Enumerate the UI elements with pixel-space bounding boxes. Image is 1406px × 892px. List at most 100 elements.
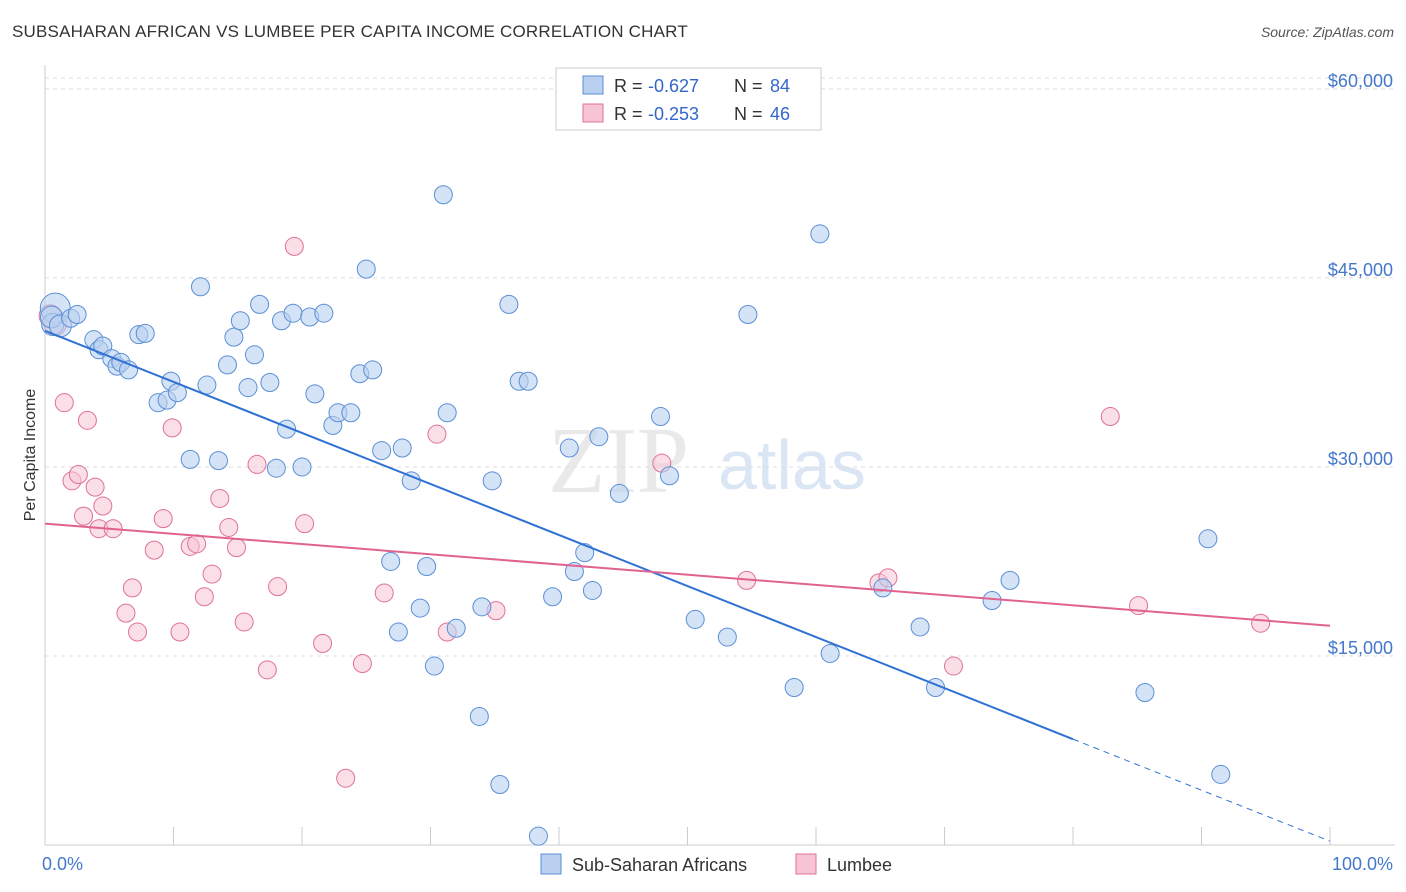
- lumbee-point: [268, 577, 288, 597]
- sub-saharan-points: [39, 185, 1231, 846]
- sub-saharan-point: [392, 438, 412, 458]
- series-legend: Sub-Saharan Africans Lumbee: [540, 853, 892, 875]
- sub-saharan-point: [283, 303, 303, 323]
- lumbee-point: [284, 236, 304, 256]
- sub-saharan-point: [490, 775, 510, 795]
- lumbee-point: [336, 768, 356, 788]
- sub-saharan-point: [250, 294, 270, 314]
- legend-swatch-blue: [582, 75, 604, 95]
- sub-saharan-point: [660, 466, 680, 486]
- lumbee-point: [943, 656, 963, 676]
- lumbee-point: [352, 654, 372, 674]
- sub-saharan-point: [197, 375, 217, 395]
- axes: [44, 65, 1395, 846]
- sub-saharan-point: [582, 580, 602, 600]
- sub-saharan-point: [589, 427, 609, 447]
- y-tick-label: $45,000: [1328, 260, 1393, 280]
- x-tick-label: 100.0%: [1332, 854, 1393, 874]
- trend-lines: [44, 329, 1331, 842]
- source-label: Source: ZipAtlas.com: [1260, 24, 1394, 40]
- y-tick-label: $15,000: [1328, 638, 1393, 658]
- sub-saharan-point: [518, 371, 538, 391]
- lumbee-point: [295, 514, 315, 534]
- sub-saharan-point: [609, 483, 629, 503]
- legend-n-label: N =: [734, 76, 763, 96]
- sub-saharan-point: [446, 618, 466, 638]
- sub-saharan-point: [1000, 570, 1020, 590]
- sub-saharan-point: [305, 384, 325, 404]
- sub-saharan-point: [559, 438, 579, 458]
- sub-saharan-trend-line: [44, 329, 1074, 741]
- sub-saharan-point: [424, 656, 444, 676]
- lumbee-point: [427, 424, 447, 444]
- lumbee-point: [1251, 613, 1271, 633]
- sub-saharan-point: [810, 224, 830, 244]
- sub-saharan-point: [372, 441, 392, 461]
- lumbee-point: [74, 506, 94, 526]
- sub-saharan-point: [260, 373, 280, 393]
- lumbee-point: [162, 418, 182, 438]
- legend-swatch-sub-saharan: [540, 853, 562, 875]
- lumbee-point: [234, 612, 254, 632]
- legend-n-value: 46: [770, 104, 790, 124]
- sub-saharan-point: [208, 451, 228, 471]
- sub-saharan-point: [314, 303, 334, 323]
- lumbee-point: [122, 578, 142, 598]
- watermark: ZIP atlas: [548, 409, 866, 513]
- lumbee-trend-line: [44, 522, 1331, 627]
- lumbee-point: [54, 393, 74, 413]
- sub-saharan-point: [388, 622, 408, 642]
- lumbee-point: [226, 538, 246, 558]
- lumbee-point: [68, 465, 88, 485]
- sub-saharan-point: [230, 311, 250, 331]
- sub-saharan-point: [1135, 683, 1155, 703]
- x-tick-labels: 0.0% 100.0%: [42, 854, 1393, 874]
- sub-saharan-point: [873, 578, 893, 598]
- sub-saharan-point: [363, 360, 383, 380]
- sub-saharan-point: [651, 407, 671, 427]
- lumbee-point: [194, 587, 214, 607]
- legend-label-lumbee: Lumbee: [827, 855, 892, 875]
- lumbee-point: [374, 583, 394, 603]
- sub-saharan-point: [437, 403, 457, 423]
- sub-saharan-point: [244, 345, 264, 365]
- legend-swatch-pink: [582, 103, 604, 123]
- lumbee-point: [144, 540, 164, 560]
- lumbee-point: [77, 410, 97, 430]
- sub-saharan-point: [341, 403, 361, 423]
- sub-saharan-point: [190, 277, 210, 297]
- sub-saharan-point: [499, 294, 519, 314]
- lumbee-point: [128, 622, 148, 642]
- sub-saharan-point: [238, 378, 258, 398]
- lumbee-point: [313, 633, 333, 653]
- watermark-atlas: atlas: [718, 426, 866, 504]
- legend-r-value: -0.253: [648, 104, 699, 124]
- sub-saharan-point: [410, 598, 430, 618]
- stats-legend: R = -0.627 N = 84 R = -0.253 N = 46: [555, 67, 822, 131]
- legend-r-label: R =: [614, 76, 643, 96]
- legend-swatch-lumbee: [795, 853, 817, 875]
- sub-saharan-point: [472, 597, 492, 617]
- lumbee-point: [85, 477, 105, 497]
- sub-saharan-point: [1198, 529, 1218, 549]
- lumbee-point: [153, 509, 173, 529]
- legend-label-sub-saharan: Sub-Saharan Africans: [572, 855, 747, 875]
- y-tick-label: $30,000: [1328, 449, 1393, 469]
- sub-saharan-point: [575, 543, 595, 563]
- lumbee-point: [170, 622, 190, 642]
- grid-lines: [45, 77, 1395, 657]
- chart-title: SUBSAHARAN AFRICAN VS LUMBEE PER CAPITA …: [12, 22, 688, 41]
- y-tick-labels: $15,000 $30,000 $45,000 $60,000: [1328, 71, 1393, 658]
- lumbee-point: [93, 496, 113, 516]
- sub-saharan-point: [982, 591, 1002, 611]
- sub-saharan-point: [356, 259, 376, 279]
- legend-n-label: N =: [734, 104, 763, 124]
- lumbee-point: [1100, 407, 1120, 427]
- lumbee-point: [219, 517, 239, 537]
- lumbee-point: [116, 603, 136, 623]
- y-axis-label: Per Capita Income: [22, 389, 39, 522]
- lumbee-point: [202, 564, 222, 584]
- sub-saharan-point: [292, 457, 312, 477]
- lumbee-point: [187, 534, 207, 554]
